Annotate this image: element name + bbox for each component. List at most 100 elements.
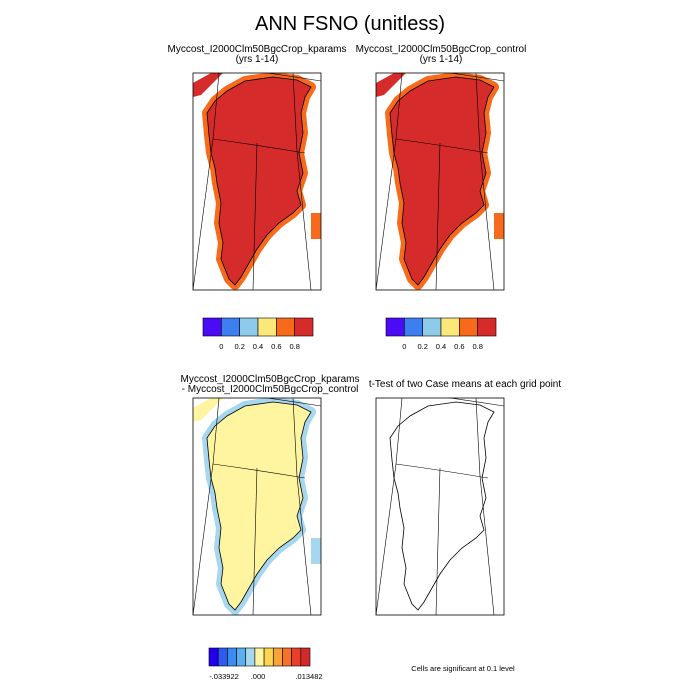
figure-title: ANN FSNO (unitless) <box>255 13 445 35</box>
meridian <box>296 150 312 290</box>
colorbar-box <box>239 317 259 337</box>
map-frame <box>375 397 505 616</box>
parallel <box>395 463 489 479</box>
parallel <box>212 138 306 154</box>
colorbar-label: .013482 <box>295 672 322 681</box>
ice-edge <box>193 73 223 97</box>
map-content <box>193 73 321 290</box>
meridian <box>193 463 214 615</box>
panel-title: Myccost_I2000Clm50BgcCrop_kparams <box>181 374 360 385</box>
colorbar-box <box>404 317 423 337</box>
colorbar-label: 0.4 <box>436 342 446 351</box>
colorbar-label: 0 <box>219 342 223 351</box>
colorbar-box <box>236 647 247 667</box>
land-fill <box>207 77 311 285</box>
colorbar-box <box>291 647 302 667</box>
colorbar-box <box>245 647 256 667</box>
coastline <box>389 401 495 611</box>
parallel <box>265 73 321 82</box>
colorbar-label: 0.6 <box>271 342 281 351</box>
land-fill <box>207 402 311 610</box>
meridian <box>475 73 481 152</box>
colorbar-label: 0.2 <box>417 342 427 351</box>
meridian <box>252 142 258 290</box>
panel-title: Myccost_I2000Clm50BgcCrop_control <box>356 44 527 55</box>
parallel <box>448 398 504 407</box>
meridian <box>193 138 214 290</box>
ice-edge <box>193 398 223 422</box>
meridian <box>435 142 441 290</box>
meridian <box>376 463 397 615</box>
map <box>375 397 505 616</box>
ice-edge <box>376 73 406 97</box>
colorbar-label: 0.6 <box>454 342 464 351</box>
map-content <box>376 73 504 290</box>
meridian <box>296 475 312 615</box>
meridian <box>435 467 441 615</box>
parallel <box>212 463 306 479</box>
meridian <box>475 398 481 477</box>
parallel <box>395 138 489 154</box>
colorbar-box <box>282 647 292 667</box>
meridian <box>395 398 403 465</box>
map <box>375 72 505 291</box>
colorbar-box <box>385 317 405 337</box>
meridian <box>395 73 403 140</box>
land-fill <box>390 77 494 285</box>
meridian <box>212 398 220 465</box>
coastline <box>389 76 495 286</box>
colorbar-label: -.033922 <box>209 672 239 681</box>
footnote: Cells are significant at 0.1 level <box>411 664 515 673</box>
colorbar-box <box>221 317 240 337</box>
map <box>192 72 322 291</box>
ocean <box>376 398 504 615</box>
meridian <box>252 467 258 615</box>
coastline <box>206 76 312 286</box>
map-content <box>376 398 504 615</box>
parallel <box>448 73 504 82</box>
meridian <box>212 73 220 140</box>
colorbar-label: 0 <box>402 342 406 351</box>
island <box>494 213 504 239</box>
coastline <box>206 401 312 611</box>
colorbar-label: 0.8 <box>472 342 482 351</box>
colorbar-box <box>294 317 314 337</box>
map-frame <box>192 72 322 291</box>
island <box>311 213 321 239</box>
meridian <box>376 138 397 290</box>
map-frame <box>375 72 505 291</box>
colorbar-label: .000 <box>251 672 266 681</box>
meridian <box>479 475 495 615</box>
colorbar-label: 0.8 <box>289 342 299 351</box>
panel-title: Myccost_I2000Clm50BgcCrop_kparams <box>168 44 347 55</box>
island <box>311 538 321 564</box>
colorbar-box <box>459 317 478 337</box>
meridian <box>292 398 298 477</box>
colorbar-box <box>272 647 283 667</box>
parallel <box>265 398 321 407</box>
panel-title: t-Test of two Case means at each grid po… <box>369 379 562 390</box>
colorbar-box <box>208 647 219 667</box>
colorbar-box <box>254 647 265 667</box>
map-content <box>193 398 321 615</box>
meridian <box>479 150 495 290</box>
colorbar-box <box>227 647 237 667</box>
meridian <box>292 73 298 152</box>
colorbar-box <box>202 317 222 337</box>
colorbar-box <box>300 647 311 667</box>
colorbar-box <box>477 317 497 337</box>
colorbar-box <box>440 317 460 337</box>
colorbar-box <box>263 647 274 667</box>
map <box>192 397 322 616</box>
panel-subtitle: (yrs 1-14) <box>420 54 463 65</box>
colorbar-label: 0.2 <box>234 342 244 351</box>
colorbar-box <box>276 317 295 337</box>
colorbar-label: 0.4 <box>253 342 263 351</box>
colorbar-box <box>257 317 277 337</box>
colorbar-box <box>217 647 228 667</box>
panel-subtitle: (yrs 1-14) <box>236 54 279 65</box>
map-frame <box>192 397 322 616</box>
panel-subtitle: - Myccost_I2000Clm50BgcCrop_control <box>182 384 359 395</box>
colorbar-box <box>422 317 442 337</box>
